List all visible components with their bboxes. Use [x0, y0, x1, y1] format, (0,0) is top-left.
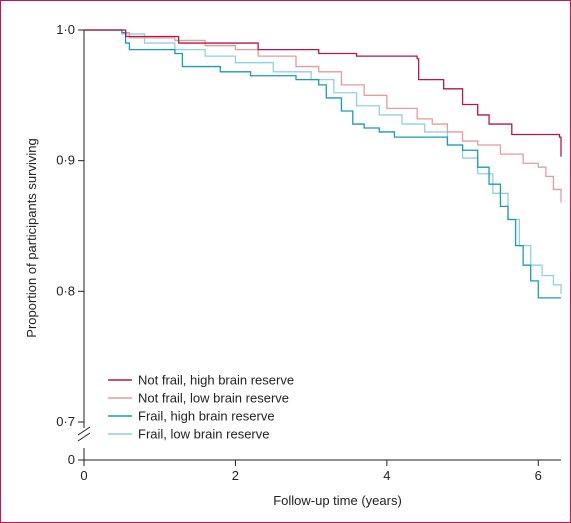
- legend-label: Frail, low brain reserve: [138, 427, 270, 442]
- y-tick-label: 0·7: [56, 414, 75, 429]
- legend-label: Not frail, high brain reserve: [138, 373, 294, 388]
- legend: Not frail, high brain reserve Not frail, …: [108, 373, 294, 442]
- y-axis-break-mark: [77, 426, 91, 436]
- y-axis-title: Proportion of participants surviving: [24, 138, 39, 337]
- y-tick-label: 0·8: [56, 283, 75, 298]
- y-tick-label: 0·9: [56, 153, 75, 168]
- series-line-frail-high-brain-reserve: [84, 29, 561, 299]
- y-axis-break-mark: [77, 432, 91, 442]
- legend-label: Frail, high brain reserve: [138, 409, 275, 424]
- plot-area: [84, 29, 562, 299]
- y-tick-label: 0: [68, 452, 75, 467]
- x-tick-label: 4: [383, 468, 390, 483]
- x-tick-label: 0: [80, 468, 87, 483]
- axes: 0·7 0·8 0·9 1·0 00 2 4 6: [56, 22, 561, 483]
- y-tick-label: 1·0: [56, 22, 75, 37]
- x-axis-title: Follow-up time (years): [273, 493, 402, 508]
- x-tick-label: 2: [232, 468, 239, 483]
- x-tick-label: 6: [535, 468, 542, 483]
- series-line-not-frail-high-brain-reserve: [84, 29, 562, 157]
- legend-label: Not frail, low brain reserve: [138, 391, 289, 406]
- series-line-frail-low-brain-reserve: [84, 29, 562, 294]
- series-line-not-frail-low-brain-reserve: [84, 29, 562, 203]
